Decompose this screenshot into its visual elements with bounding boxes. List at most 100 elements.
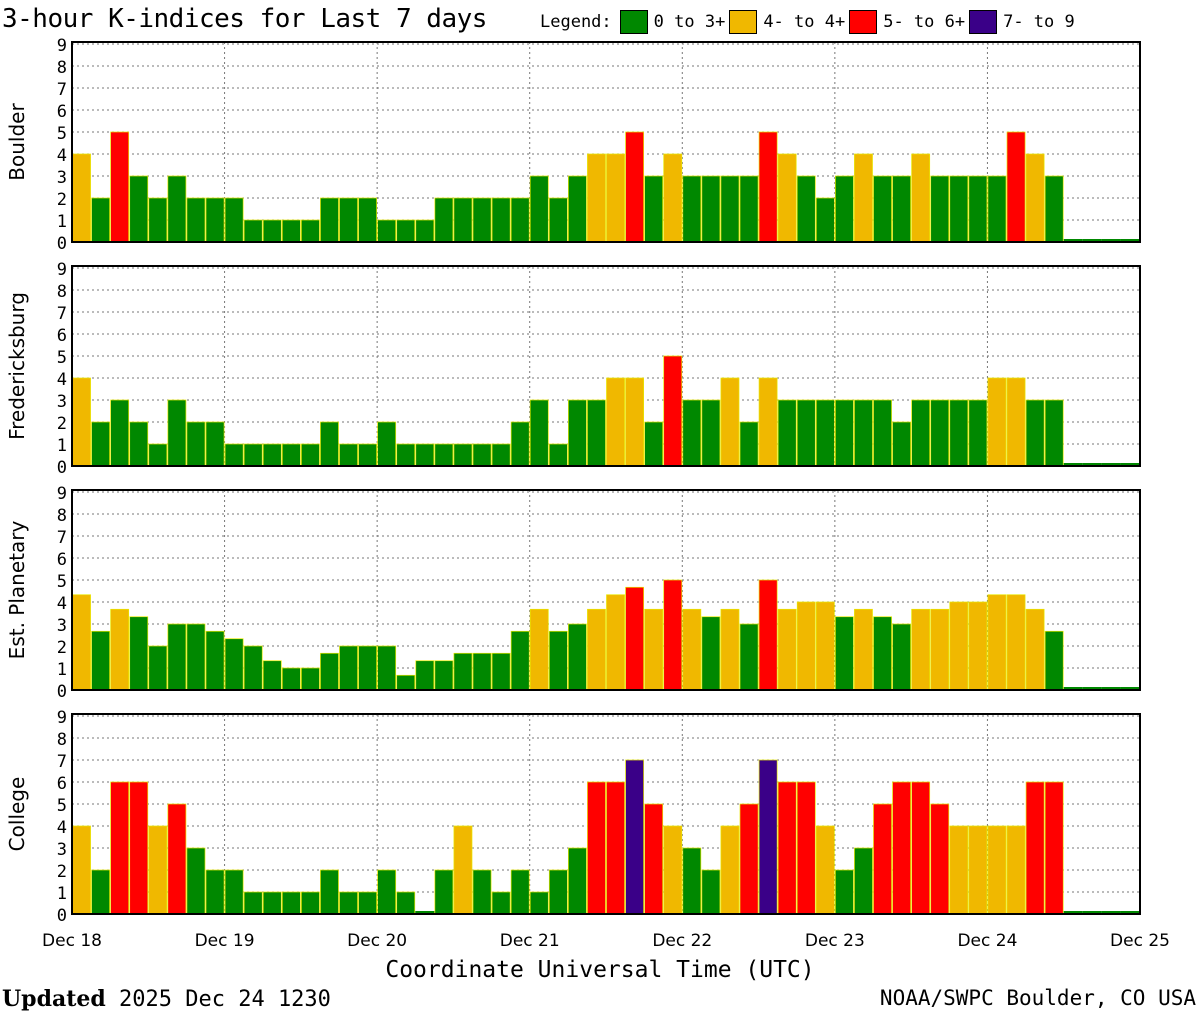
- k-bar-boulder: [1025, 153, 1045, 243]
- credit-text: NOAA/SWPC Boulder, CO USA: [879, 986, 1196, 1010]
- k-bar-boulder: [815, 197, 835, 243]
- k-bar-fredericksburg: [396, 443, 416, 467]
- k-bar-college: [91, 869, 110, 915]
- k-bar-fredericksburg: [281, 443, 301, 467]
- k-bar-boulder: [968, 175, 988, 243]
- y-tick-label: 8: [57, 730, 67, 750]
- y-tick-label: 5: [57, 796, 67, 816]
- k-bar-est-planetary: [129, 616, 149, 691]
- y-tick-label: 0: [57, 234, 67, 254]
- k-bar-fredericksburg: [701, 399, 721, 467]
- panel-frame: [71, 265, 1141, 467]
- k-bar-fredericksburg: [529, 399, 549, 467]
- k-bar-fredericksburg: [243, 443, 263, 467]
- k-bar-college: [568, 847, 587, 915]
- k-bar-college: [644, 803, 664, 915]
- k-bar-boulder: [1120, 239, 1140, 242]
- k-bar-fredericksburg: [568, 399, 587, 467]
- k-bar-fredericksburg: [758, 377, 778, 467]
- k-bar-boulder: [243, 219, 263, 243]
- x-tick-label: Dec 25: [1110, 931, 1170, 951]
- y-tick-label: 9: [57, 484, 67, 504]
- k-bar-est-planetary: [548, 630, 568, 691]
- y-tick-label: 5: [57, 572, 67, 592]
- k-bar-boulder: [1044, 175, 1064, 243]
- k-bar-fredericksburg: [625, 377, 644, 467]
- k-bar-college: [548, 869, 568, 915]
- k-bar-college: [529, 891, 549, 915]
- y-tick-label: 7: [57, 528, 67, 548]
- y-tick-label: 1: [57, 884, 67, 904]
- k-bar-fredericksburg: [1082, 463, 1102, 466]
- k-bar-boulder: [720, 175, 740, 243]
- k-bar-boulder: [281, 219, 301, 243]
- k-bar-est-planetary: [758, 579, 778, 691]
- k-bar-est-planetary: [110, 608, 130, 691]
- k-bar-college: [377, 869, 397, 915]
- k-bar-boulder: [510, 197, 530, 243]
- k-bar-fredericksburg: [415, 443, 435, 467]
- k-bar-est-planetary: [1006, 594, 1026, 691]
- k-bar-college: [949, 825, 969, 915]
- k-bar-boulder: [320, 197, 339, 243]
- k-bar-college: [205, 869, 225, 915]
- k-bar-fredericksburg: [815, 399, 835, 467]
- k-bar-college: [1025, 781, 1045, 915]
- k-bar-fredericksburg: [301, 443, 320, 467]
- legend-text-storm: 5- to 6+: [883, 12, 966, 32]
- y-tick-label: 7: [57, 80, 67, 100]
- k-bar-boulder: [415, 219, 435, 243]
- updated-label: Updated: [2, 986, 106, 1012]
- k-bar-college: [968, 825, 988, 915]
- legend-item-active: 4- to 4+: [729, 10, 849, 34]
- k-bar-fredericksburg: [510, 421, 530, 467]
- legend-swatch-active: [729, 10, 758, 34]
- k-bar-est-planetary: [415, 660, 435, 691]
- x-tick-label: Dec 23: [805, 931, 865, 951]
- y-tick-label: 6: [57, 550, 67, 570]
- k-bar-boulder: [91, 197, 110, 243]
- k-bar-fredericksburg: [873, 399, 892, 467]
- k-bar-boulder: [663, 153, 683, 243]
- k-bar-est-planetary: [911, 608, 931, 691]
- k-bar-college: [148, 825, 168, 915]
- k-bar-college: [1044, 781, 1064, 915]
- k-bar-college: [777, 781, 797, 915]
- k-bar-college: [472, 869, 492, 915]
- k-bar-fredericksburg: [453, 443, 473, 467]
- k-bar-est-planetary: [281, 667, 301, 691]
- k-bar-boulder: [606, 153, 625, 243]
- k-bar-est-planetary: [587, 608, 606, 691]
- k-bar-boulder: [1101, 239, 1121, 242]
- k-bar-fredericksburg: [892, 421, 911, 467]
- k-bar-est-planetary: [396, 674, 416, 691]
- y-tick-label: 1: [57, 660, 67, 680]
- k-bar-college: [262, 891, 282, 915]
- k-bar-college: [606, 781, 625, 915]
- k-bar-boulder: [529, 175, 549, 243]
- k-bar-est-planetary: [358, 645, 377, 691]
- k-bar-est-planetary: [434, 660, 454, 691]
- k-bar-fredericksburg: [377, 421, 397, 467]
- k-bar-boulder: [453, 197, 473, 243]
- k-bar-boulder: [110, 131, 130, 243]
- x-tick-label: Dec 22: [652, 931, 712, 951]
- k-bar-est-planetary: [625, 586, 644, 691]
- k-bar-boulder: [777, 153, 797, 243]
- legend-text-severe: 7- to 9: [1003, 12, 1075, 32]
- panel-label-boulder: Boulder: [5, 103, 29, 181]
- k-bar-college: [911, 781, 931, 915]
- k-bar-est-planetary: [1101, 687, 1121, 690]
- k-bar-boulder: [873, 175, 892, 243]
- k-bar-boulder: [796, 175, 816, 243]
- k-bar-est-planetary: [72, 594, 91, 691]
- k-bar-est-planetary: [968, 601, 988, 691]
- k-bar-boulder: [644, 175, 664, 243]
- k-bar-boulder: [358, 197, 377, 243]
- x-tick-label: Dec 20: [347, 931, 407, 951]
- k-bar-fredericksburg: [1044, 399, 1064, 467]
- k-bar-est-planetary: [873, 616, 892, 691]
- y-tick-label: 1: [57, 436, 67, 456]
- y-tick-label: 2: [57, 862, 67, 882]
- k-bar-boulder: [701, 175, 721, 243]
